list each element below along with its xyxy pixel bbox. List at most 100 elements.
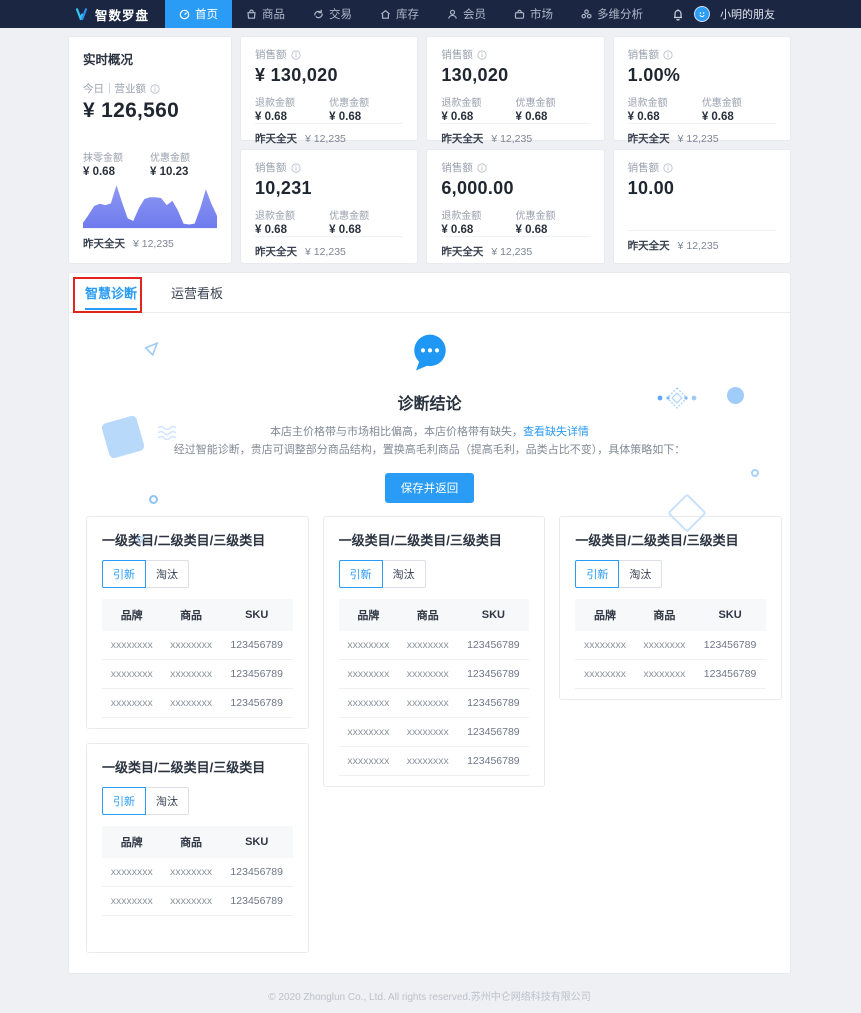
footer-label: 昨天全天 (441, 133, 484, 145)
category-card: 一级类目/二级类目/三级类目 引新 淘汰 品牌 商品 SKU xxxxxxxx x… (86, 743, 309, 953)
avatar[interactable] (694, 6, 710, 22)
table-row: xxxxxxxx xxxxxxxx 123456789 (338, 659, 530, 689)
table-row: xxxxxxxx xxxxxxxx 123456789 (338, 631, 530, 660)
stat-card-title: 销售额 (627, 49, 660, 61)
footer-value: ¥ 12,235 (305, 246, 346, 258)
info-icon[interactable] (150, 83, 160, 94)
info-icon[interactable] (290, 49, 301, 60)
sub-metric-label: 优惠金额 (701, 98, 742, 109)
category-card-title: 一级类目/二级类目/三级类目 (102, 533, 266, 548)
stat-card: 销售额 1.00% 退款金额 ¥ 0.68 优惠金额 ¥ 0.68 昨天全天 ¥ 12… (612, 36, 791, 145)
table-row: xxxxxxxx xxxxxxxx 123456789 (338, 688, 530, 718)
missing-detail-link[interactable]: 查看缺失详情 (523, 426, 589, 438)
footer-label: 昨天全天 (255, 246, 297, 258)
nav-item-inventory[interactable]: 库存 (366, 0, 433, 28)
deco-triangle-icon (144, 341, 159, 357)
realtime-sub-metrics: 抹零金额 ¥ 0.68 优惠金额 ¥ 10.23 (83, 149, 217, 178)
category-card: 一级类目/二级类目/三级类目 引新 淘汰 品牌 商品 SKU xxxxxxxx x… (86, 516, 309, 729)
nav-item-label: 库存 (396, 9, 420, 21)
category-card-title: 一级类目/二级类目/三级类目 (102, 760, 266, 775)
sub-metric-label: 退款金额 (255, 98, 295, 109)
table-row: xxxxxxxx xxxxxxxx 123456789 (102, 858, 293, 887)
column-header: 品牌 (338, 599, 399, 631)
category-column: 一级类目/二级类目/三级类目 引新 淘汰 品牌 商品 SKU xxxxxxxx x… (559, 516, 783, 700)
brand: 智数罗盘 (74, 5, 149, 24)
realtime-metric-label: 今日｜营业额 (83, 81, 217, 96)
nav-item-label: 商品 (262, 9, 286, 21)
filter-button-eliminate[interactable]: 淘汰 (145, 787, 189, 815)
footer-value: ¥ 12,235 (305, 133, 346, 145)
info-icon[interactable] (477, 162, 487, 173)
info-icon[interactable] (663, 49, 673, 60)
table-row: xxxxxxxx xxxxxxxx 123456789 (338, 717, 530, 747)
tab-smart-diagnosis[interactable]: 智慧诊断 (85, 273, 138, 313)
sub-metric-label: 退款金额 (441, 98, 482, 109)
column-header: SKU (220, 826, 293, 858)
nav-item-home[interactable]: 首页 (165, 0, 233, 28)
table-row: xxxxxxxx xxxxxxxx 123456789 (102, 659, 293, 689)
nav-item-trade[interactable]: 交易 (299, 0, 366, 28)
info-icon[interactable] (290, 162, 301, 173)
logo-icon (75, 7, 88, 20)
copyright-footer: © 2020 Zhonglun Co., Ltd. All rights res… (268, 992, 591, 1003)
user-name[interactable]: 小明的朋友 (720, 9, 775, 21)
diagnosis-banner: 诊断结论 本店主价格带与市场相比偏高，本店价格带有缺失，查看缺失详情 经过智能诊… (69, 313, 790, 546)
table-row: xxxxxxxx xxxxxxxx 123456789 (102, 631, 293, 660)
footer-value: ¥ 12,235 (133, 238, 174, 250)
stats-grid: 实时概况 今日｜营业额 ¥ 126,560 抹零金额 ¥ 0.68 优惠金额 ¥… (68, 36, 791, 264)
sub-metric-value: ¥ 0.68 (627, 111, 660, 123)
filter-button-group: 引新 淘汰 (338, 560, 426, 588)
sub-metric-value: ¥ 0.68 (255, 111, 287, 123)
filter-button-introduce[interactable]: 引新 (102, 787, 146, 815)
sub-metric-value: ¥ 0.68 (515, 224, 548, 236)
filter-button-introduce[interactable]: 引新 (338, 560, 383, 588)
sub-metric-value: ¥ 0.68 (515, 111, 548, 123)
footer-value: ¥ 12,235 (677, 240, 719, 252)
info-icon[interactable] (663, 162, 673, 173)
diagnosis-text: 本店主价格带与市场相比偏高，本店价格带有缺失，查看缺失详情 经过智能诊断，贵店可… (69, 423, 790, 459)
diagnosis-panel: 智慧诊断 运营看板 (68, 272, 791, 974)
footer-label: 昨天全天 (627, 240, 670, 252)
stat-card: 销售额 130,020 退款金额 ¥ 0.68 优惠金额 ¥ 0.68 昨天全天 ¥ … (426, 36, 605, 145)
filter-button-group: 引新 淘汰 (102, 560, 189, 588)
filter-button-group: 引新 淘汰 (102, 787, 189, 815)
nav-item-analysis[interactable]: 多维分析 (567, 0, 657, 28)
footer-label: 昨天全天 (627, 133, 670, 145)
bell-icon[interactable] (672, 8, 684, 21)
stat-card: 销售额 6,000.00 退款金额 ¥ 0.68 优惠金额 ¥ 0.68 昨天全天 ¥… (426, 149, 605, 264)
nav-item-member[interactable]: 会员 (433, 0, 500, 28)
stat-card-value: 10.00 (627, 178, 675, 198)
nav-item-label: 多维分析 (597, 9, 644, 21)
nav-item-goods[interactable]: 商品 (232, 0, 299, 28)
stat-card-title: 销售额 (441, 162, 473, 174)
tab-operation-board[interactable]: 运营看板 (171, 286, 224, 301)
nav-item-label: 会员 (463, 9, 487, 21)
save-return-button[interactable]: 保存并返回 (384, 473, 475, 504)
column-header: 品牌 (575, 599, 635, 631)
nav-item-label: 交易 (329, 9, 353, 21)
sub-metric-value: ¥ 0.68 (83, 166, 115, 178)
category-card-title: 一级类目/二级类目/三级类目 (338, 533, 502, 548)
stat-card-title: 销售额 (627, 162, 660, 174)
sub-metric-label: 优惠金额 (515, 98, 556, 109)
sub-metric-label: 优惠金额 (150, 153, 190, 164)
sub-metric-value: ¥ 0.68 (441, 224, 474, 236)
filter-button-eliminate[interactable]: 淘汰 (381, 560, 426, 588)
column-header: SKU (220, 599, 293, 631)
nav-right: 小明的朋友 (672, 6, 775, 22)
category-column: 一级类目/二级类目/三级类目 引新 淘汰 品牌 商品 SKU xxxxxxxx x… (86, 516, 309, 953)
filter-button-introduce[interactable]: 引新 (102, 560, 146, 588)
realtime-footer: 昨天全天 ¥ 12,235 (83, 228, 217, 251)
filter-button-eliminate[interactable]: 淘汰 (618, 560, 663, 588)
sub-metric-value: ¥ 0.68 (329, 224, 362, 236)
sub-metric-label: 退款金额 (441, 211, 482, 222)
nav-item-market[interactable]: 市场 (500, 0, 567, 28)
category-card: 一级类目/二级类目/三级类目 引新 淘汰 品牌 商品 SKU xxxxxxxx x… (559, 516, 783, 700)
info-icon[interactable] (477, 49, 487, 60)
filter-button-introduce[interactable]: 引新 (575, 560, 620, 588)
deco-circle-icon (149, 495, 158, 504)
filter-button-eliminate[interactable]: 淘汰 (145, 560, 189, 588)
diagnosis-title: 诊断结论 (397, 396, 462, 413)
diagnosis-line1: 本店主价格带与市场相比偏高，本店价格带有缺失， (270, 426, 523, 438)
stat-card-value: 1.00% (627, 65, 681, 85)
